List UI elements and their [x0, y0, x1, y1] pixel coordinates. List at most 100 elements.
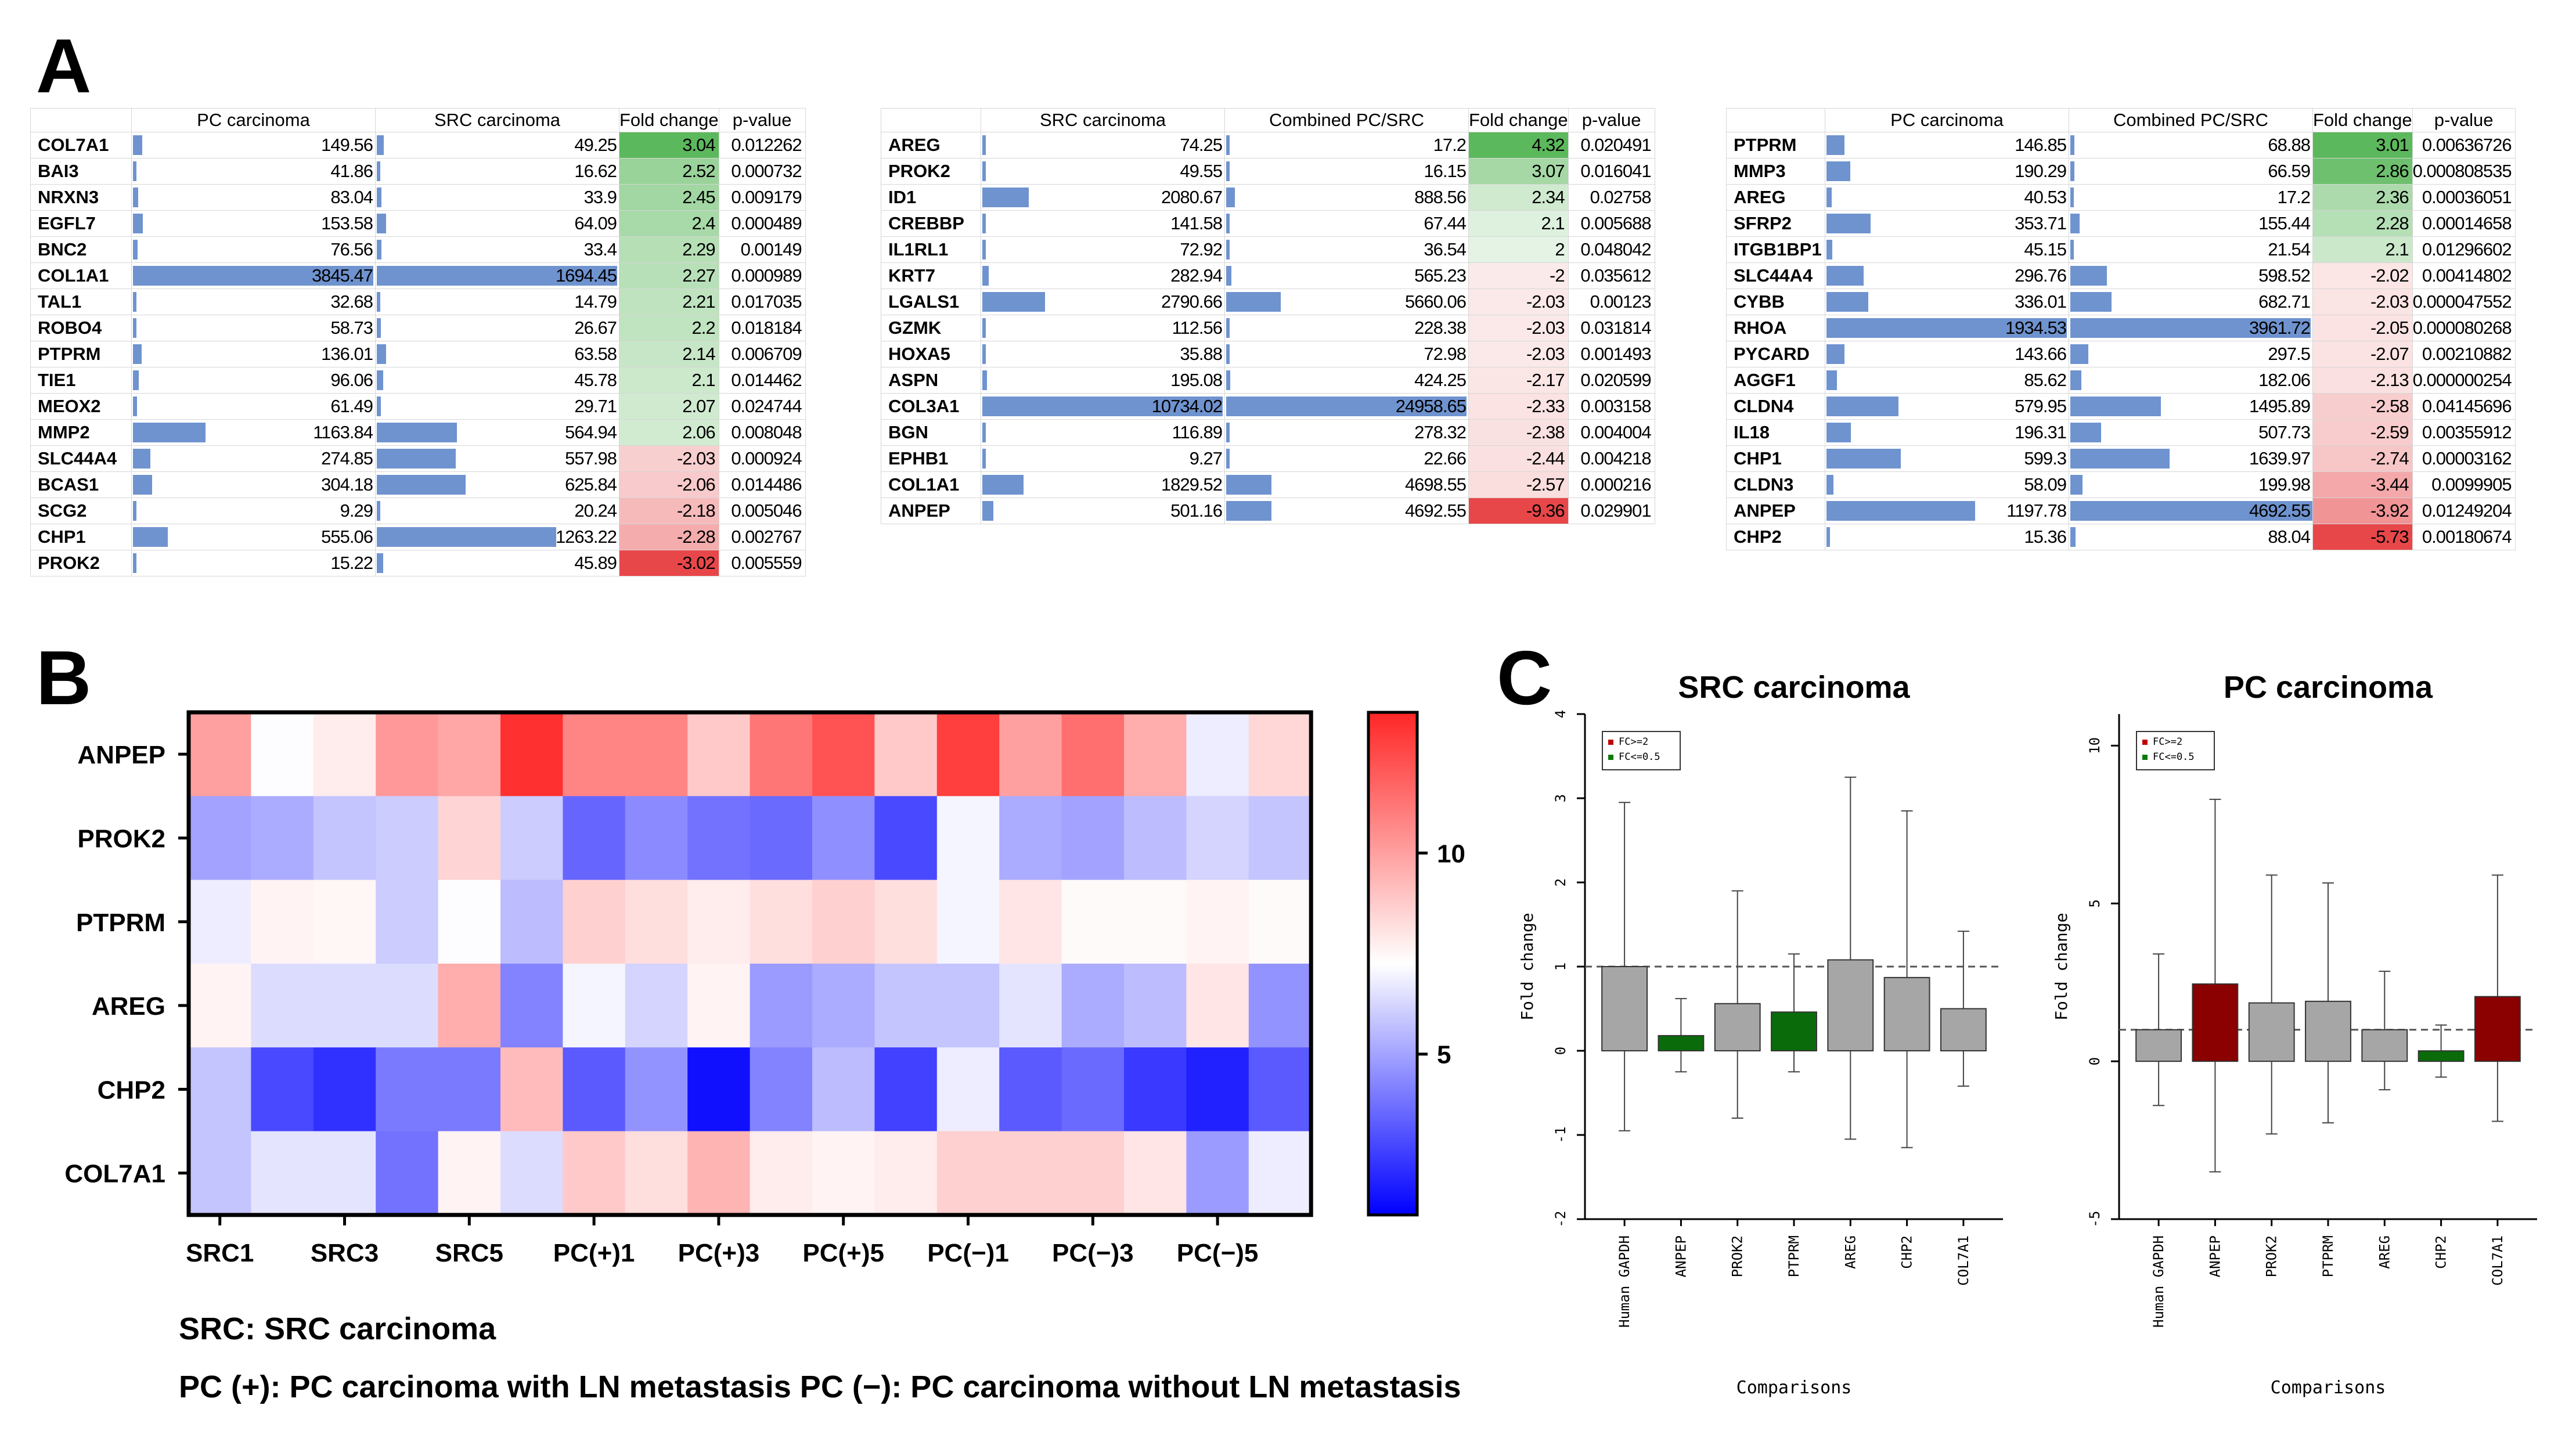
heatmap-cell — [750, 712, 813, 797]
heatmap-cell — [313, 712, 376, 797]
table-row: BCAS1 304.18 625.84 -2.06 0.014486 — [30, 471, 806, 498]
table-row: IL18 196.31 507.73 -2.59 0.00355912 — [1726, 419, 2516, 446]
expression-bar — [2070, 266, 2107, 286]
expression-value: 579.95 — [2015, 396, 2067, 416]
expression-cell: 625.84 — [375, 471, 619, 498]
heatmap-cell — [1186, 963, 1249, 1048]
bar — [2192, 983, 2239, 1062]
caption-pc: PC (+): PC carcinoma with LN metastasis … — [179, 1369, 1461, 1404]
heatmap-cell — [500, 963, 563, 1048]
p-value-cell: 0.000808535 — [2412, 158, 2516, 185]
expression-value: 190.29 — [2015, 161, 2067, 181]
heatmap-cell — [251, 880, 314, 964]
gene-name: COL1A1 — [30, 262, 132, 289]
table-row: CREBBP 141.58 67.44 2.1 0.005688 — [881, 210, 1655, 237]
p-value-cell: 0.00355912 — [2412, 419, 2516, 446]
expression-cell: 61.49 — [131, 393, 376, 420]
heatmap-cell — [251, 1047, 314, 1132]
gene-name: CHP1 — [1726, 445, 1825, 472]
fold-change-cell: -3.44 — [2312, 471, 2413, 498]
expression-value: 564.94 — [565, 422, 617, 442]
heatmap-row-label: CHP2 — [98, 1076, 165, 1104]
gene-name: IL18 — [1726, 419, 1825, 446]
expression-bar — [982, 161, 986, 181]
gene-name: RHOA — [1726, 315, 1825, 341]
expression-bar — [2070, 188, 2074, 207]
expression-cell: 68.88 — [2069, 132, 2313, 158]
fold-change-cell: 2.27 — [619, 262, 719, 289]
column-header: Fold change — [1468, 108, 1569, 132]
gene-name: CHP2 — [1726, 524, 1825, 550]
heatmap-cell — [438, 796, 501, 881]
gene-name: PROK2 — [30, 550, 132, 576]
y-tick-label: 0 — [2087, 1057, 2103, 1065]
expression-value: 22.66 — [1424, 448, 1467, 468]
expression-value: 599.3 — [2024, 448, 2067, 468]
expression-value: 40.53 — [2024, 187, 2067, 207]
expression-value: 4698.55 — [1404, 474, 1467, 495]
heatmap-cell — [313, 963, 376, 1048]
x-tick-label: COL7A1 — [1955, 1235, 1972, 1286]
expression-value: 33.9 — [583, 187, 617, 207]
gene-name: CREBBP — [881, 210, 981, 237]
expression-value: 68.88 — [2268, 135, 2311, 155]
heatmap-cell — [999, 963, 1062, 1048]
expression-cell: 67.44 — [1224, 210, 1469, 237]
expression-value: 32.68 — [330, 291, 373, 312]
p-value-cell: 0.00149 — [718, 236, 806, 263]
heatmap-cell — [874, 1131, 938, 1216]
heatmap-cell — [687, 880, 751, 964]
expression-bar — [1226, 240, 1230, 260]
expression-bar — [2070, 370, 2082, 390]
expression-value: 16.62 — [574, 161, 617, 181]
expression-cell: 146.85 — [1825, 132, 2069, 158]
expression-value: 72.98 — [1424, 344, 1467, 364]
heatmap-cell — [625, 963, 688, 1048]
column-header: p-value — [2412, 108, 2516, 132]
gene-name: ID1 — [881, 184, 981, 211]
gene-name: PYCARD — [1726, 341, 1825, 367]
gene-name: GZMK — [881, 315, 981, 341]
expression-bar — [133, 188, 138, 207]
heatmap-cell — [750, 1131, 813, 1216]
bar — [1940, 1008, 1987, 1051]
heatmap-cell — [189, 796, 251, 881]
fold-change-cell: 2.86 — [2312, 158, 2413, 185]
expression-bar — [133, 475, 152, 495]
expression-bar — [133, 135, 143, 155]
expression-cell: 507.73 — [2069, 419, 2313, 446]
x-tick-label: Human GAPDH — [1616, 1235, 1633, 1328]
expression-cell: 579.95 — [1825, 393, 2069, 420]
expression-cell: 74.25 — [981, 132, 1225, 158]
expression-cell: 58.73 — [131, 315, 376, 341]
expression-value: 282.94 — [1170, 265, 1223, 286]
expression-cell: 15.22 — [131, 550, 376, 576]
expression-value: 10734.02 — [1151, 396, 1223, 416]
bar — [2305, 1000, 2351, 1062]
heatmap-cell — [874, 796, 938, 881]
expression-bar — [1826, 240, 1832, 260]
expression-cell: 3961.72 — [2069, 315, 2313, 341]
expression-bar — [982, 266, 989, 286]
expression-value: 182.06 — [2258, 370, 2311, 390]
expression-cell: 190.29 — [1825, 158, 2069, 185]
heatmap-cell — [1124, 1047, 1187, 1132]
heatmap-col-label: PC(−)5 — [1177, 1239, 1259, 1267]
expression-cell: 304.18 — [131, 471, 376, 498]
p-value-cell: 0.018184 — [718, 315, 806, 341]
expression-cell: 85.62 — [1825, 367, 2069, 394]
fold-change-cell: 2.34 — [1468, 184, 1569, 211]
expression-value: 112.56 — [1172, 318, 1223, 338]
fold-change-cell: 2.1 — [619, 367, 719, 394]
expression-cell: 1934.53 — [1825, 315, 2069, 341]
heatmap-row-label: AREG — [92, 992, 165, 1021]
gene-name: KRT7 — [881, 262, 981, 289]
expression-cell: 598.52 — [2069, 262, 2313, 289]
expression-cell: 17.2 — [1224, 132, 1469, 158]
x-axis-label: Comparisons — [2271, 1378, 2386, 1398]
expression-cell: 195.08 — [981, 367, 1225, 394]
heatmap-cell — [376, 712, 439, 797]
expression-value: 196.31 — [2015, 422, 2067, 442]
p-value-cell: 0.00036051 — [2412, 184, 2516, 211]
table-row: ANPEP 501.16 4692.55 -9.36 0.029901 — [881, 498, 1655, 524]
